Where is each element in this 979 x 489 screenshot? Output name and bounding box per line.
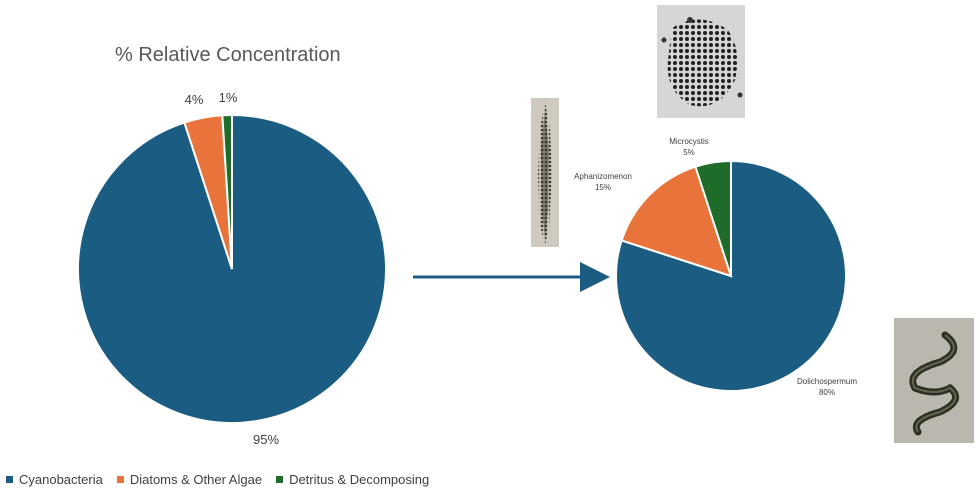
legend: Cyanobacteria Diatoms & Other Algae Detr… (6, 472, 443, 487)
slice-category-label: Aphanizomenon (574, 172, 632, 181)
pie-chart-composition: 95% 4% 1% (77, 90, 387, 447)
legend-swatch (6, 476, 13, 483)
legend-item-cyanobacteria: Cyanobacteria (6, 472, 103, 487)
slice-percent-label: 15% (595, 183, 611, 192)
slice-percent-label: 4% (185, 92, 204, 107)
legend-item-diatoms: Diatoms & Other Algae (116, 472, 263, 487)
legend-swatch (116, 476, 124, 483)
slice-percent-label: 5% (683, 148, 695, 157)
slice-percent-label: 80% (819, 388, 835, 397)
legend-item-detritus: Detritus & Decomposing (276, 472, 429, 487)
pie-chart-cyanobacteria-genera: Dolichospermum 80% Aphanizomenon 15% Microcy… (574, 137, 857, 397)
slice-percent-label: 95% (253, 432, 279, 447)
aphanizomenon-image (531, 98, 559, 247)
legend-label: Cyanobacteria (19, 472, 103, 487)
pie-slice-dolichospermum (615, 159, 847, 392)
pie-slice-microcystis (694, 159, 732, 277)
legend-label: Detritus & Decomposing (289, 472, 430, 487)
slice-category-label: Microcystis (669, 137, 709, 146)
dolichospermum-image (894, 318, 974, 443)
microcystis-image (657, 5, 745, 118)
pie-slice-detritus-decomposing (221, 113, 233, 270)
chart-title: % Relative Concentration (115, 44, 341, 66)
slice-percent-label: 1% (219, 90, 238, 105)
legend-label: Diatoms & Other Algae (129, 472, 263, 487)
legend-swatch (276, 476, 284, 483)
slice-category-label: Dolichospermum (797, 377, 857, 386)
